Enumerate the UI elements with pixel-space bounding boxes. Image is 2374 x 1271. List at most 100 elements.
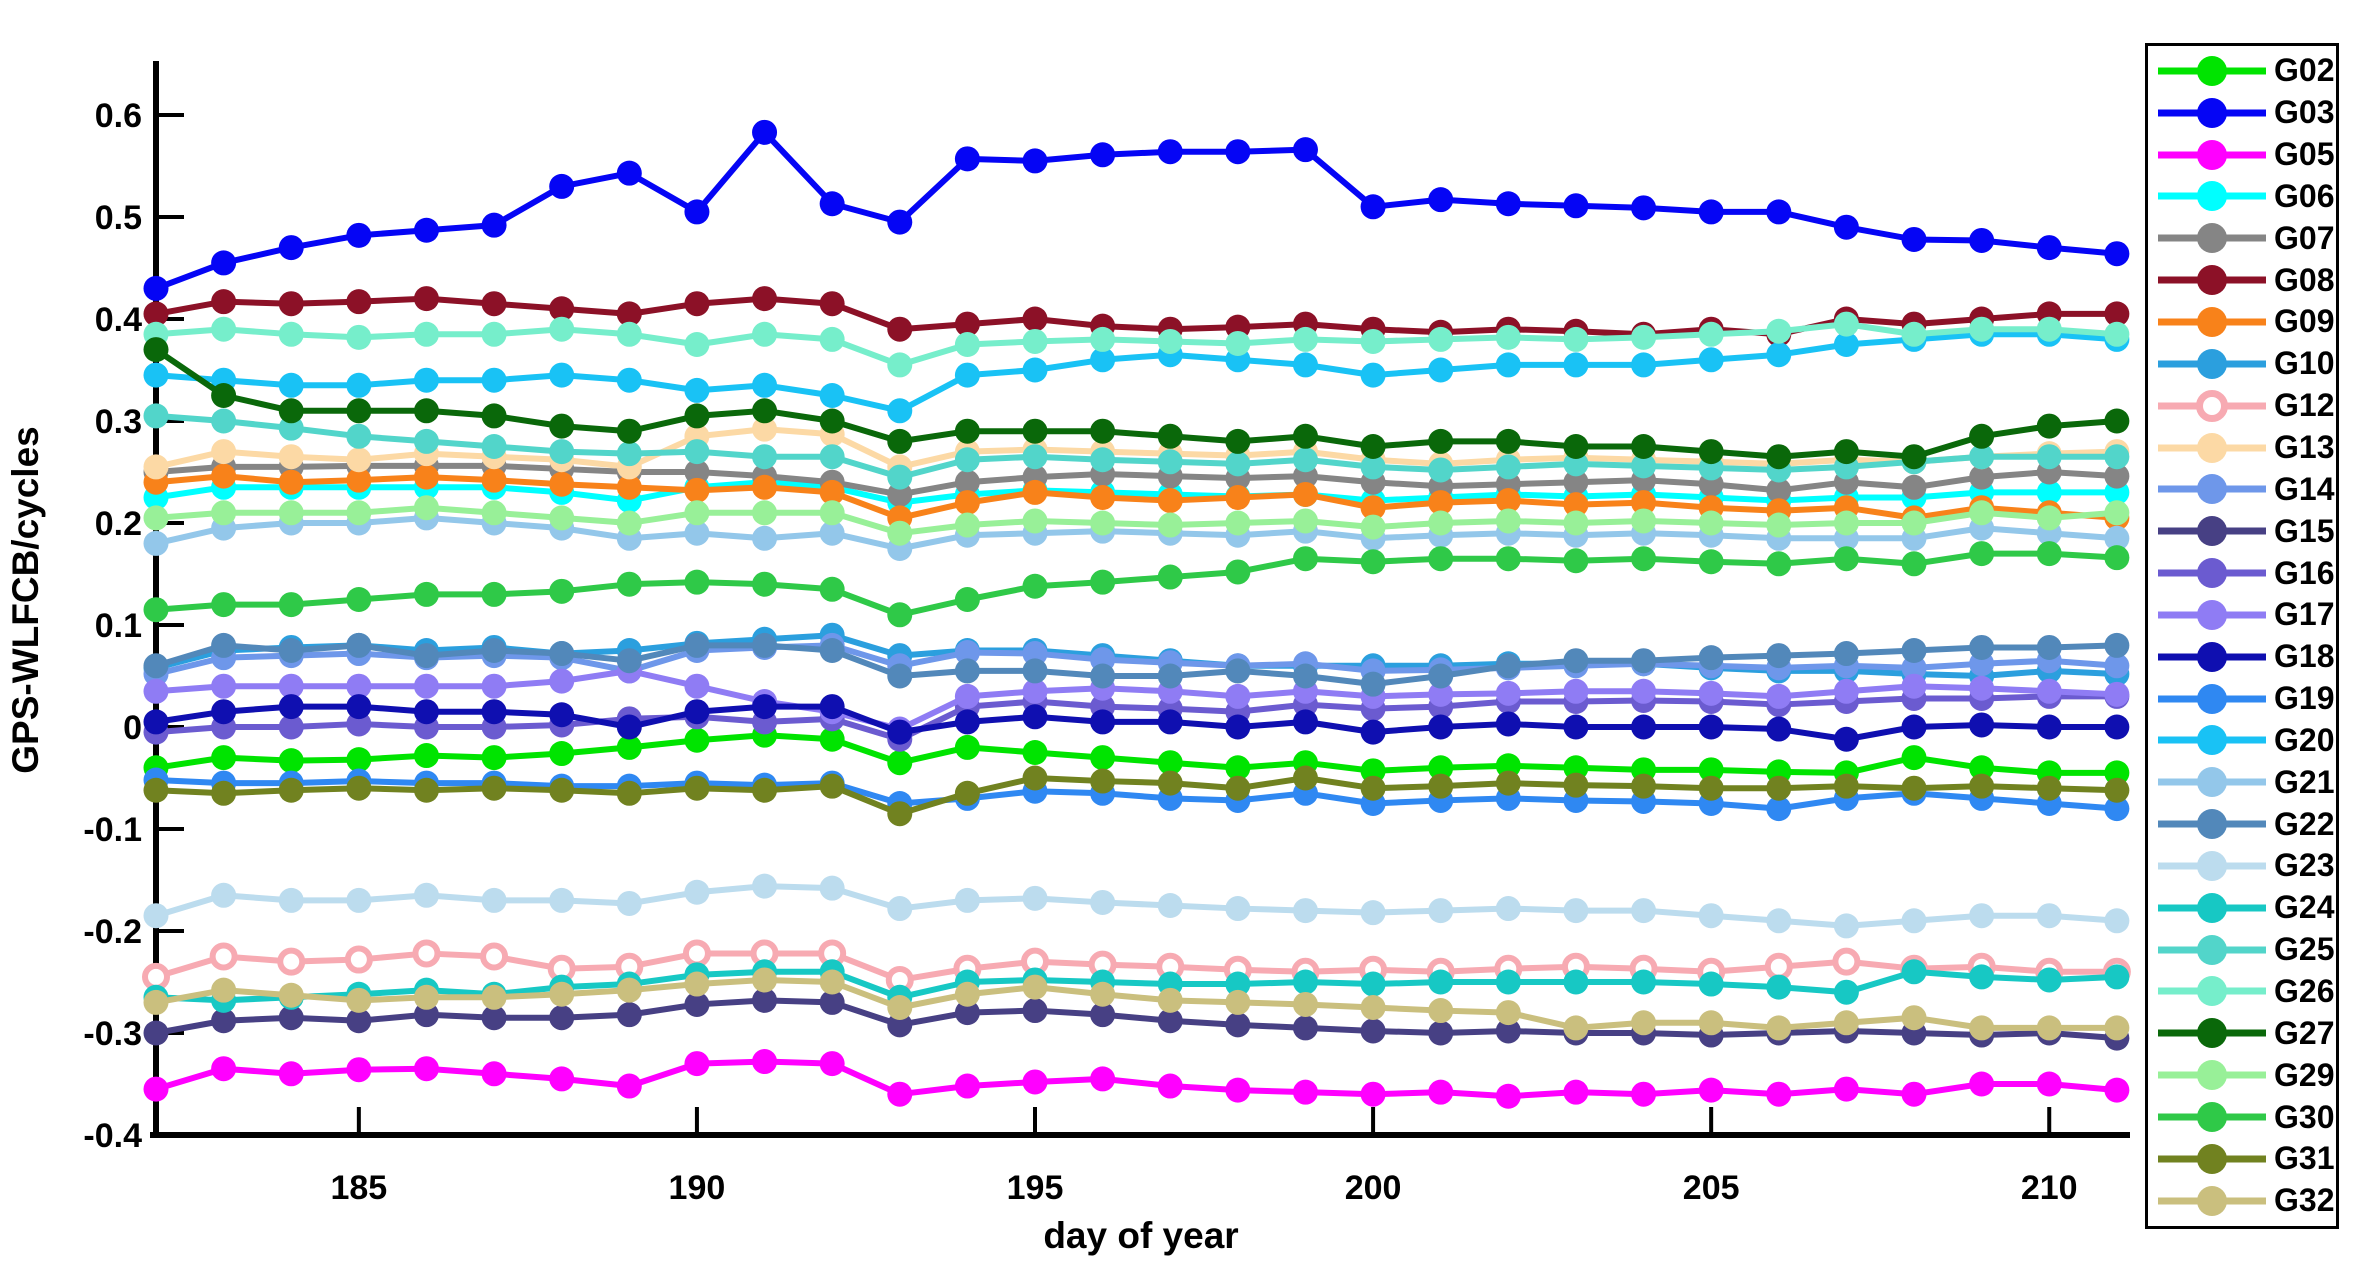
data-point-icon: [413, 743, 439, 769]
data-point-icon: [346, 467, 372, 493]
data-point-icon: [887, 995, 913, 1020]
legend-item-G26: G26: [2156, 972, 2336, 1010]
data-point-icon: [1766, 199, 1792, 225]
data-point-icon: [616, 441, 642, 467]
data-point-icon: [1698, 549, 1724, 575]
data-point-icon: [481, 500, 507, 526]
data-point-icon: [1292, 352, 1318, 378]
data-point-icon: [211, 383, 237, 408]
data-point-icon: [1833, 913, 1859, 939]
data-point-icon: [1225, 775, 1251, 801]
data-point-icon: [1022, 885, 1048, 911]
data-point-icon: [1360, 719, 1386, 745]
legend-item-G05: G05: [2156, 136, 2336, 174]
series-markers-G23: [143, 873, 2130, 939]
legend-item-G03: G03: [2156, 94, 2336, 132]
data-point-icon: [819, 326, 845, 352]
legend-item-G20: G20: [2156, 721, 2336, 759]
x-tick-label: 200: [1345, 1169, 1402, 1207]
data-point-icon: [1901, 959, 1927, 985]
data-point-icon: [2036, 714, 2062, 740]
data-point-icon: [413, 984, 439, 1010]
data-point-icon: [1563, 548, 1589, 574]
legend-line-marker-icon: [2158, 348, 2266, 379]
data-point-icon: [549, 296, 575, 322]
data-point-icon: [2104, 321, 2130, 347]
data-point-icon: [1698, 714, 1724, 740]
data-point-icon: [1901, 1005, 1927, 1031]
legend-item-label: G02: [2274, 52, 2335, 89]
data-point-icon: [1766, 444, 1792, 470]
legend-item-label: G15: [2274, 512, 2335, 549]
data-point-icon: [278, 638, 304, 663]
data-point-icon: [143, 777, 169, 803]
data-point-icon: [2104, 964, 2130, 990]
data-point-icon: [346, 1008, 372, 1034]
data-point-icon: [684, 879, 710, 905]
data-point-icon: [1225, 755, 1251, 781]
legend-line-marker-icon: [2158, 892, 2266, 923]
legend-item-label: G10: [2274, 345, 2335, 382]
legend-item-G14: G14: [2156, 470, 2336, 508]
data-point-icon: [819, 576, 845, 602]
data-point-icon: [1698, 510, 1724, 536]
legend-line-marker-icon: [2158, 599, 2266, 630]
data-point-icon: [1157, 1008, 1183, 1034]
data-point-icon: [413, 428, 439, 454]
data-point-icon: [278, 748, 304, 774]
data-point-icon: [143, 597, 169, 623]
data-point-icon: [1969, 1071, 1995, 1097]
data-point-icon: [954, 1000, 980, 1026]
data-point-icon: [616, 714, 642, 740]
data-point-icon: [481, 367, 507, 393]
data-point-icon: [1495, 770, 1521, 796]
data-point-icon: [549, 702, 575, 728]
data-point-icon: [549, 668, 575, 694]
data-point-icon: [1428, 898, 1454, 924]
x-tick-label: 205: [1683, 1169, 1740, 1207]
data-point-icon: [2036, 903, 2062, 929]
data-point-icon: [143, 678, 169, 704]
data-point-icon: [211, 882, 237, 908]
data-point-icon: [1833, 311, 1859, 337]
data-point-icon: [344, 945, 373, 974]
data-point-icon: [143, 337, 169, 363]
data-point-icon: [481, 1061, 507, 1087]
data-point-icon: [954, 780, 980, 806]
data-point-icon: [954, 683, 980, 709]
data-point-icon: [752, 777, 778, 803]
data-point-icon: [1495, 753, 1521, 779]
data-point-icon: [1495, 352, 1521, 378]
legend-line-marker-icon: [2158, 1102, 2266, 1133]
legend-item-label: G25: [2274, 931, 2335, 968]
data-point-icon: [1225, 896, 1251, 922]
legend-item-G31: G31: [2156, 1140, 2336, 1178]
legend-item-G29: G29: [2156, 1056, 2336, 1094]
data-point-icon: [278, 500, 304, 526]
data-point-icon: [1969, 712, 1995, 738]
data-point-icon: [1631, 508, 1657, 534]
data-point-icon: [2104, 653, 2130, 679]
legend-line-marker-icon: [2158, 306, 2266, 337]
data-point-icon: [211, 592, 237, 618]
data-point-icon: [211, 316, 237, 342]
data-point-icon: [1631, 453, 1657, 479]
data-point-icon: [1495, 680, 1521, 706]
data-point-icon: [1901, 474, 1927, 500]
data-point-icon: [2104, 301, 2130, 327]
data-point-icon: [278, 235, 304, 261]
data-point-icon: [954, 490, 980, 516]
data-point-icon: [1360, 1018, 1386, 1044]
data-point-icon: [1022, 479, 1048, 505]
y-tick-label: 0.2: [95, 505, 142, 543]
data-point-icon: [1631, 352, 1657, 378]
data-point-icon: [1563, 469, 1589, 495]
data-point-icon: [549, 173, 575, 199]
data-point-icon: [1698, 645, 1724, 671]
legend-item-G25: G25: [2156, 931, 2336, 969]
data-point-icon: [2104, 632, 2130, 658]
legend-item-label: G31: [2274, 1140, 2335, 1177]
data-point-icon: [752, 1049, 778, 1075]
data-point-icon: [819, 875, 845, 901]
data-point-icon: [1901, 745, 1927, 771]
